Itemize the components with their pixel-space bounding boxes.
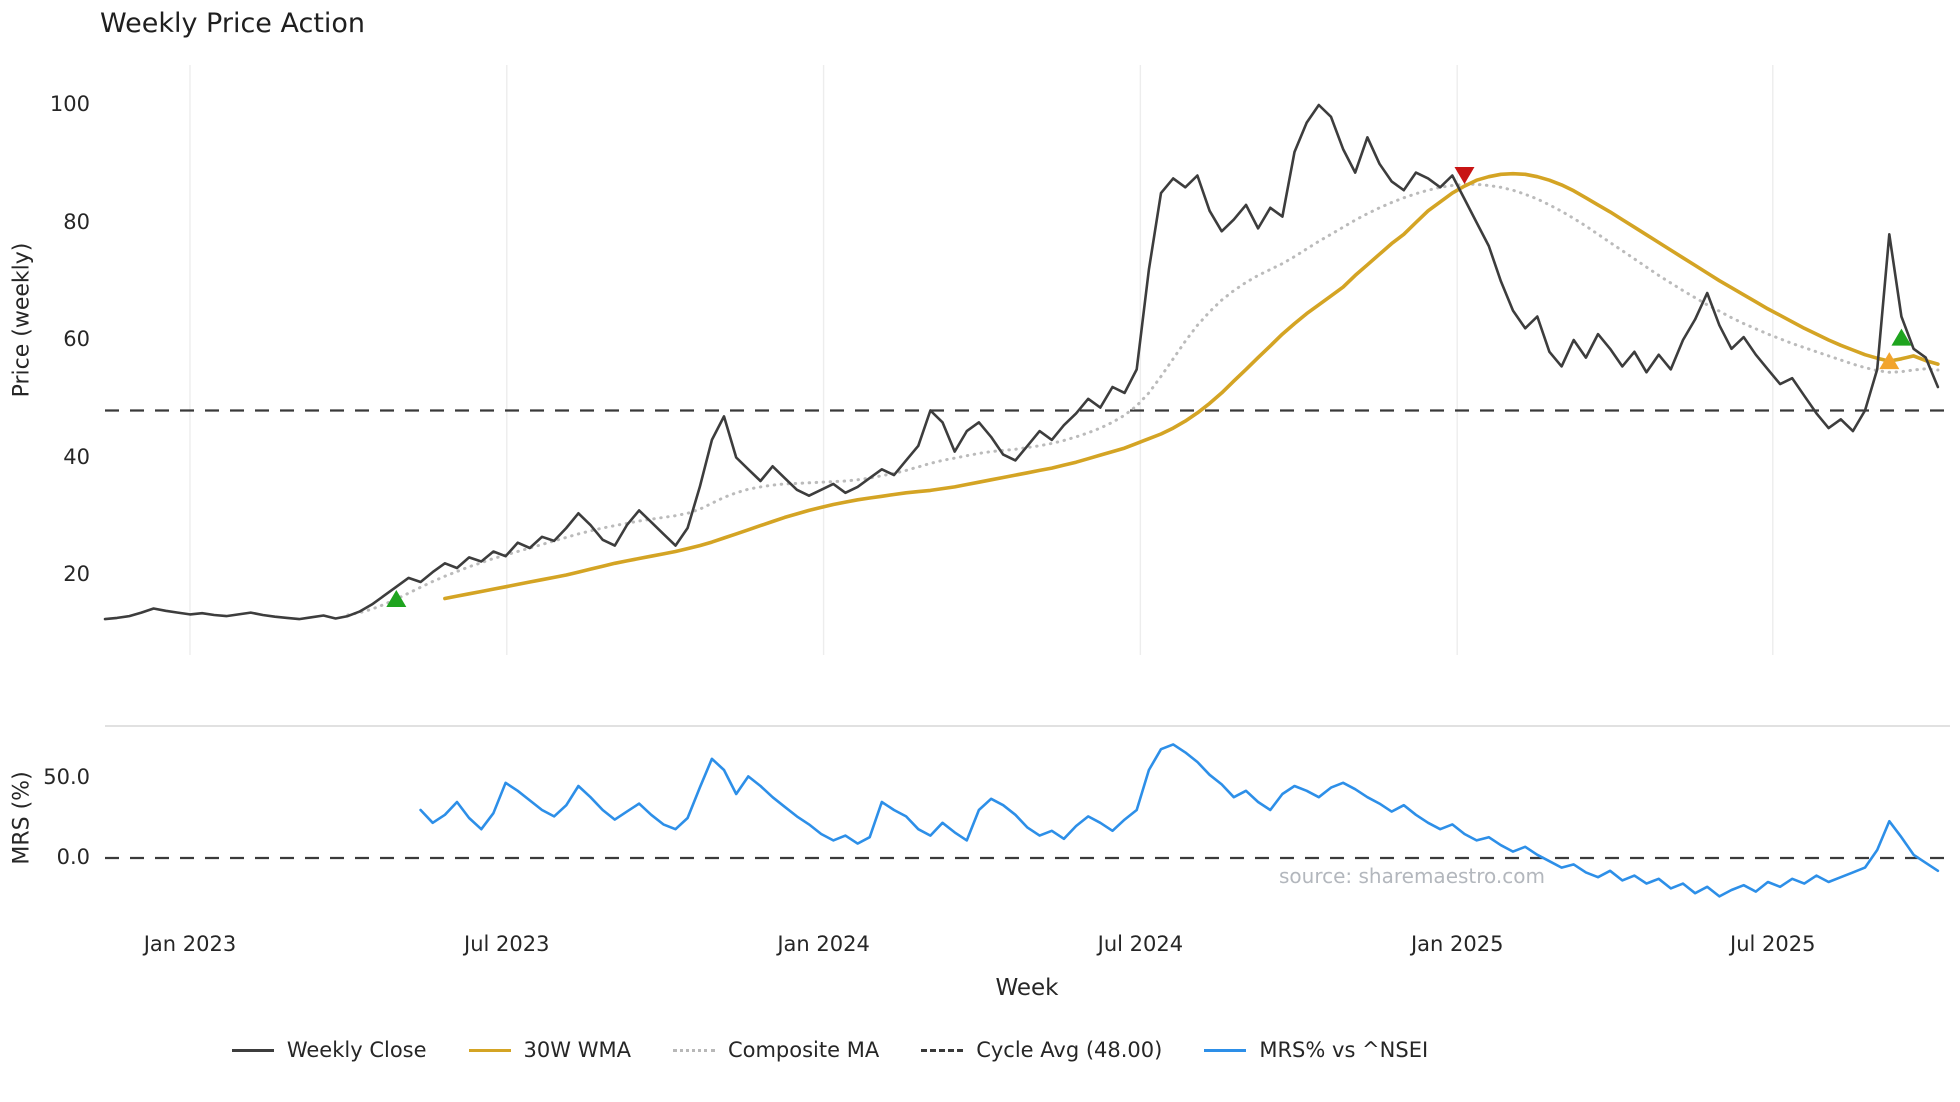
source-watermark: source: sharemaestro.com bbox=[1279, 864, 1545, 888]
legend-item-mrs: MRS% vs ^NSEI bbox=[1204, 1038, 1428, 1062]
wma-line-swatch bbox=[468, 1048, 511, 1052]
wma-touch-signal-marker bbox=[1879, 352, 1900, 370]
mrs-tick-label: 50.0 bbox=[43, 765, 90, 789]
price-tick-label: 60 bbox=[63, 327, 90, 351]
price-axis-label: Price (weekly) bbox=[9, 242, 35, 398]
x-tick-label: Jul 2024 bbox=[1097, 932, 1184, 956]
x-axis-label: Week bbox=[995, 975, 1059, 1001]
chart-title: Weekly Price Action bbox=[100, 8, 366, 39]
x-tick-label: Jul 2023 bbox=[464, 932, 550, 956]
buy-signal-marker bbox=[1891, 328, 1912, 346]
sell-signal-marker bbox=[1454, 167, 1475, 184]
legend: Weekly Close 30W WMA Composite MA Cycle … bbox=[0, 1038, 1660, 1062]
x-tick-label: Jan 2023 bbox=[143, 932, 237, 956]
mrs-tick-label: 0.0 bbox=[56, 845, 90, 869]
legend-item-cycle-avg: Cycle Avg (48.00) bbox=[921, 1038, 1162, 1062]
price-tick-label: 40 bbox=[63, 444, 90, 469]
legend-label-30w-wma: 30W WMA bbox=[523, 1038, 631, 1062]
buy-signal-marker bbox=[386, 590, 407, 607]
price-tick-label: 80 bbox=[63, 209, 90, 234]
legend-item-30w-wma: 30W WMA bbox=[468, 1038, 631, 1062]
30w-wma-line bbox=[443, 171, 1940, 601]
weekly-close-line bbox=[103, 103, 1940, 621]
legend-label-weekly-close: Weekly Close bbox=[286, 1038, 427, 1062]
composite-ma-line-swatch bbox=[672, 1048, 715, 1052]
weekly-close-line-swatch bbox=[231, 1048, 274, 1052]
price-tick-label: 20 bbox=[63, 562, 90, 586]
legend-label-mrs: MRS% vs ^NSEI bbox=[1259, 1038, 1429, 1062]
mrs-vs-nsei-line bbox=[419, 743, 1940, 898]
legend-item-composite-ma: Composite MA bbox=[672, 1038, 880, 1062]
legend-label-composite-ma: Composite MA bbox=[727, 1038, 880, 1062]
legend-label-cycle-avg: Cycle Avg (48.00) bbox=[976, 1038, 1163, 1062]
x-tick-label: Jan 2025 bbox=[1410, 932, 1504, 956]
mrs-line-swatch bbox=[1204, 1048, 1247, 1052]
x-tick-label: Jan 2024 bbox=[777, 932, 870, 956]
cycle-avg-line-swatch bbox=[921, 1048, 964, 1052]
legend-item-weekly-close: Weekly Close bbox=[231, 1038, 427, 1062]
price-tick-label: 100 bbox=[49, 92, 90, 116]
x-tick-label: Jul 2025 bbox=[1730, 932, 1816, 956]
composite-ma-line bbox=[346, 182, 1940, 617]
